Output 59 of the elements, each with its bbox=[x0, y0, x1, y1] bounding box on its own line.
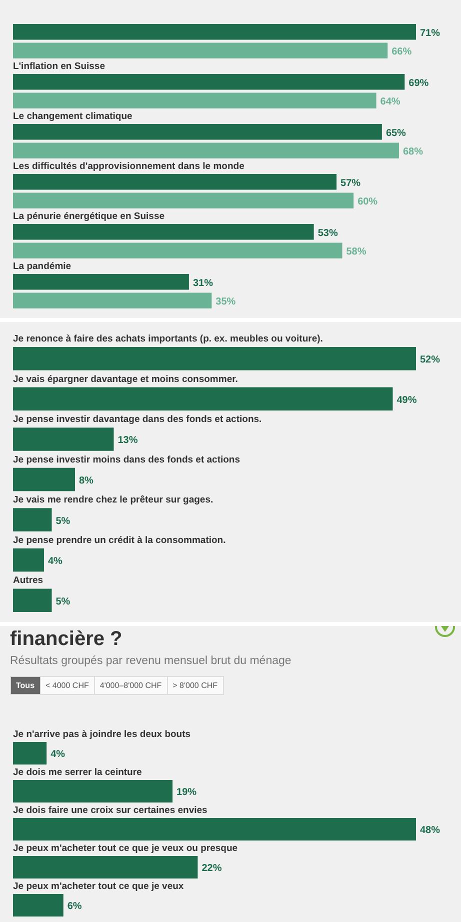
y-tick-label: Je pense investir moins dans des fonds et actions bbox=[13, 454, 240, 466]
data-label: 71% bbox=[420, 28, 440, 39]
data-label: 4% bbox=[48, 556, 63, 568]
bar bbox=[13, 548, 44, 572]
y-tick-label: Je dois me serrer la ceinture bbox=[13, 766, 142, 778]
y-tick-label: L'inflation en Suisse bbox=[13, 60, 105, 72]
data-label: 64% bbox=[380, 96, 400, 108]
data-label: 69% bbox=[408, 78, 429, 89]
bar bbox=[13, 347, 416, 370]
y-tick-label: Le changement climatique bbox=[13, 110, 132, 122]
data-label: 22% bbox=[202, 863, 222, 874]
y-tick-label: Je dois faire une croix sur certaines envies bbox=[13, 804, 208, 816]
data-label: 13% bbox=[118, 435, 138, 446]
chart-subtitle: Résultats groupés par revenu mensuel brut du ménage bbox=[10, 655, 292, 667]
data-label: 8% bbox=[79, 475, 94, 486]
data-label: 6% bbox=[67, 901, 82, 912]
y-tick-label: Je vais me rendre chez le prêteur sur gages. bbox=[13, 494, 214, 506]
data-label: 48% bbox=[420, 825, 440, 836]
data-label: 52% bbox=[420, 354, 440, 366]
y-tick-label: Autres bbox=[13, 575, 44, 586]
bar bbox=[13, 856, 198, 878]
data-label: 5% bbox=[56, 596, 70, 608]
text: > 8'000 CHF bbox=[166, 677, 223, 694]
bar bbox=[13, 468, 76, 492]
y-tick-label: Je vais épargner davantage et moins consommer. bbox=[13, 374, 238, 385]
y-tick-label: Je pense investir davantage dans des fonds et actions. bbox=[13, 414, 262, 426]
data-label: 68% bbox=[402, 146, 424, 158]
y-tick-label: Je pense prendre un crédit à la consommation. bbox=[13, 534, 226, 546]
bar bbox=[13, 428, 114, 451]
data-label: 53% bbox=[318, 228, 338, 239]
bar bbox=[13, 780, 173, 802]
data-label: 5% bbox=[56, 516, 70, 527]
data-label: 60% bbox=[358, 196, 378, 208]
y-tick-label: Je peux m'acheter tout ce que je veux bbox=[13, 880, 184, 892]
y-tick-label: Les difficultés d'approvisionnement dans le monde bbox=[13, 160, 244, 172]
y-tick-label: La pénurie énergétique en Suisse bbox=[13, 210, 165, 222]
data-label: 66% bbox=[392, 46, 412, 58]
data-label: 31% bbox=[192, 278, 214, 289]
chart-title: financière ? bbox=[10, 627, 124, 651]
text: 4'000–8'000 CHF bbox=[94, 677, 167, 694]
data-label: 65% bbox=[386, 128, 406, 139]
bar bbox=[13, 818, 416, 840]
bar bbox=[13, 894, 64, 916]
y-tick-label: Je n'arrive pas à joindre les deux bouts bbox=[13, 728, 191, 740]
data-label: 35% bbox=[216, 296, 236, 308]
bar bbox=[13, 742, 47, 764]
y-tick-label: Je renonce à faire des achats importants (p. ex. meubles ou voiture). bbox=[13, 334, 323, 345]
bar bbox=[13, 387, 393, 411]
data-label: 57% bbox=[340, 178, 361, 189]
text: < 4000 CHF bbox=[40, 677, 94, 694]
y-tick-label: Je peux m'acheter tout ce que je veux ou presque bbox=[13, 842, 238, 854]
data-label: 19% bbox=[176, 787, 197, 798]
bar bbox=[13, 508, 52, 532]
y-tick-label: La pandémie bbox=[13, 260, 72, 272]
data-label: 58% bbox=[346, 246, 366, 258]
text: Tous bbox=[11, 677, 40, 694]
bar bbox=[13, 588, 52, 612]
data-label: 49% bbox=[396, 394, 417, 406]
data-label: 4% bbox=[50, 749, 66, 760]
